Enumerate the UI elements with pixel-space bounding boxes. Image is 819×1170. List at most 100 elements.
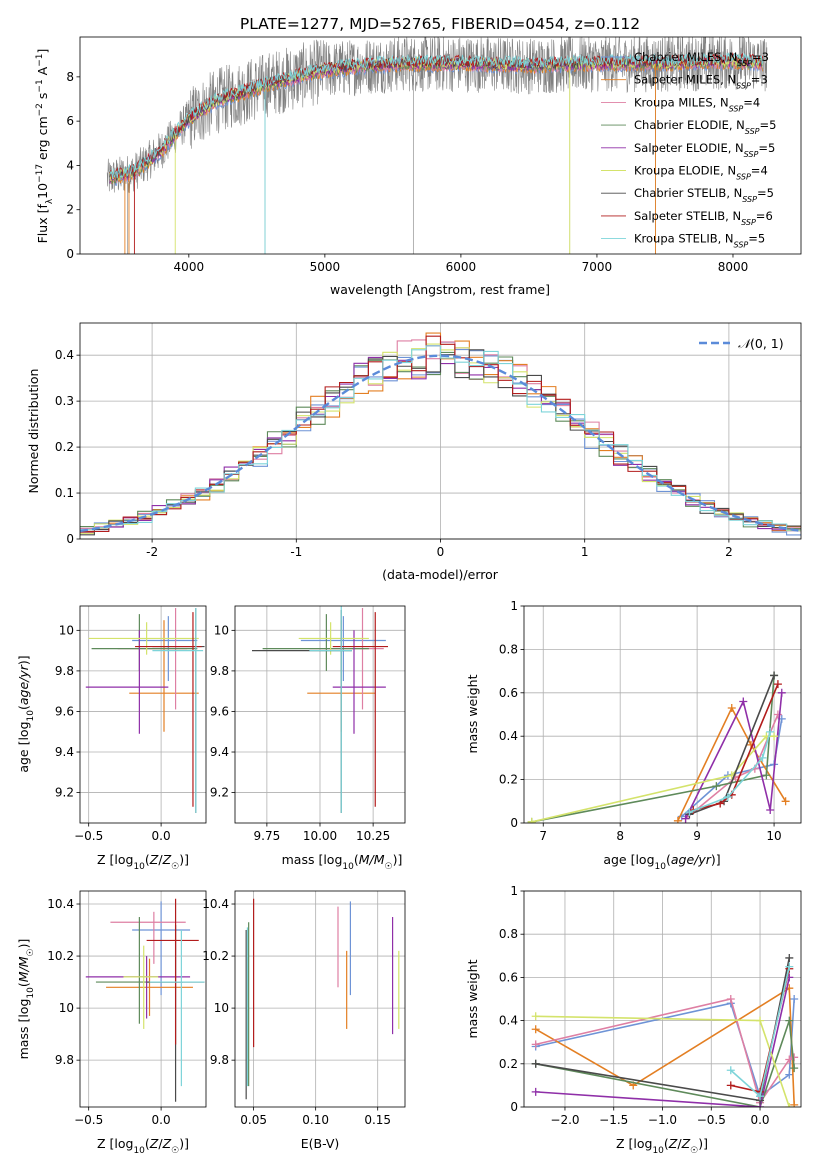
legend-model-name: Kroupa ELODIE bbox=[634, 164, 720, 178]
weight-vs-z-point-marker bbox=[531, 1012, 540, 1021]
weight-vs-age-xtick-label: 8 bbox=[616, 829, 624, 843]
age-vs-z-series-7 bbox=[135, 612, 202, 807]
weight-vs-z-xlabel: Z [log10(Z/Z☉)] bbox=[616, 1136, 708, 1156]
spectrum-plot-area bbox=[106, 37, 768, 254]
weight-vs-z-point-marker bbox=[726, 1066, 735, 1075]
spectrum-model-8 bbox=[109, 52, 764, 179]
spectrum-xtick-label: 8000 bbox=[718, 260, 749, 274]
residuals-histogram-7 bbox=[80, 335, 801, 533]
mass-vs-ebv-xtick-label: 0.10 bbox=[302, 1113, 329, 1127]
spectrum-ytick-label: 8 bbox=[66, 70, 74, 84]
age-vs-mass-plot-area bbox=[252, 606, 388, 813]
spectrum-legend-entry-3: Chabrier ELODIE, NSSP=5 bbox=[634, 118, 776, 136]
age-vs-mass-ytick-label: 9.8 bbox=[210, 664, 229, 678]
residuals-ytick-label: 0.4 bbox=[55, 348, 74, 362]
residuals-frame bbox=[79, 322, 802, 540]
legend-model-name: Chabrier STELIB bbox=[634, 186, 726, 200]
weight-vs-age-ytick-label: 0 bbox=[510, 816, 518, 830]
weight-vs-age-point-marker bbox=[681, 814, 690, 823]
age-vs-mass-ytick-label: 9.2 bbox=[210, 786, 229, 800]
weight-vs-age-point-marker bbox=[727, 703, 736, 712]
residuals-histogram-6 bbox=[80, 349, 801, 536]
weight-vs-age-xtick-label: 9 bbox=[693, 829, 701, 843]
mass-vs-z-series-7 bbox=[146, 898, 199, 1045]
weight-vs-z-point-marker bbox=[785, 953, 794, 962]
residuals-xtick-label: -2 bbox=[146, 545, 158, 559]
weight-vs-age-point-marker bbox=[685, 808, 694, 817]
weight-vs-z-point-marker bbox=[790, 1053, 799, 1062]
weight-vs-z-ytick-label: 0.8 bbox=[499, 927, 518, 941]
figure-title: PLATE=1277, MJD=52765, FIBERID=0454, z=0… bbox=[240, 15, 640, 33]
weight-vs-age-point-marker bbox=[723, 792, 732, 801]
age-vs-z-xtick-label: 0.0 bbox=[152, 829, 171, 843]
mass-vs-z-series-2 bbox=[110, 911, 186, 964]
spectrum-frame bbox=[79, 36, 802, 255]
mass-vs-ebv-plot-area bbox=[245, 898, 400, 1100]
mass-vs-ebv-frame bbox=[234, 890, 406, 1108]
weight-vs-age-point-marker bbox=[673, 816, 682, 823]
weight-vs-age-point-marker bbox=[712, 782, 721, 791]
age-vs-mass-ytick-label: 9.6 bbox=[210, 704, 229, 718]
weight-vs-age-point-marker bbox=[739, 697, 748, 706]
residuals-ytick-label: 0.3 bbox=[55, 394, 74, 408]
age-vs-z-xtick-label: −0.5 bbox=[74, 829, 103, 843]
weight-vs-z-point-marker bbox=[785, 1070, 794, 1079]
legend-nssp-value: 5 bbox=[768, 141, 775, 155]
legend-model-name: Salpeter MILES bbox=[634, 73, 720, 87]
weight-vs-z-ytick-label: 0.6 bbox=[499, 970, 518, 984]
legend-nssp-value: 4 bbox=[760, 164, 767, 178]
weight-vs-z-point-marker bbox=[756, 1016, 765, 1025]
weight-vs-age-frame bbox=[523, 605, 802, 824]
weight-vs-age-point-marker bbox=[766, 805, 775, 814]
mass-vs-z-series-8 bbox=[149, 930, 205, 1087]
mass-vs-z-ylabel: mass [log10(M/M☉)] bbox=[16, 939, 36, 1060]
weight-vs-age-xtick-label: 10 bbox=[766, 829, 781, 843]
weight-vs-z-point-marker bbox=[726, 1081, 735, 1090]
mass-vs-z-ytick-label: 10.4 bbox=[47, 897, 74, 911]
legend-model-name: Salpeter STELIB bbox=[634, 209, 725, 223]
mass-vs-z-frame bbox=[79, 890, 207, 1108]
residuals-histogram-8 bbox=[80, 345, 801, 531]
weight-vs-z-ytick-label: 1 bbox=[510, 884, 518, 898]
age-vs-z-ytick-label: 10 bbox=[59, 623, 74, 637]
age-vs-mass-series-3 bbox=[262, 614, 369, 671]
mass-vs-ebv-ytick-label: 9.8 bbox=[210, 1053, 229, 1067]
spectrum-legend-entry-1: Salpeter MILES, NSSP=3 bbox=[634, 73, 768, 91]
legend-model-name: Salpeter ELODIE bbox=[634, 141, 728, 155]
weight-vs-z-point-marker bbox=[790, 1064, 799, 1073]
legend-nssp-value: 5 bbox=[769, 118, 776, 132]
age-vs-z-axes bbox=[76, 605, 207, 827]
weight-vs-age-ytick-label: 0.8 bbox=[499, 642, 518, 656]
age-vs-mass-xtick-label: 10.25 bbox=[356, 829, 390, 843]
mass-vs-z-ytick-label: 9.8 bbox=[55, 1053, 74, 1067]
weight-vs-age-line-4 bbox=[684, 692, 783, 820]
legend-model-name: Chabrier MILES bbox=[634, 50, 721, 64]
age-vs-z-frame bbox=[79, 605, 207, 824]
weight-vs-z-ytick-label: 0 bbox=[510, 1100, 518, 1114]
weight-vs-z-point-marker bbox=[531, 1059, 540, 1068]
weight-vs-age-point-marker bbox=[773, 710, 782, 719]
weight-vs-z-plot-area bbox=[531, 953, 799, 1107]
weight-vs-z-point-marker bbox=[756, 1092, 765, 1101]
weight-vs-z-point-marker bbox=[785, 1016, 794, 1025]
weight-vs-z-xtick-label: −2.0 bbox=[550, 1113, 579, 1127]
legend-nssp-value: 6 bbox=[765, 209, 772, 223]
weight-vs-age-ytick-label: 1 bbox=[510, 599, 518, 613]
residuals-ytick-label: 0.2 bbox=[55, 440, 74, 454]
weight-vs-age-xlabel: age [log10(age/yr)] bbox=[603, 852, 720, 872]
spectrum-axes: Chabrier MILES, NSSP=3 Salpeter MILES, NS… bbox=[76, 36, 802, 258]
spectrum-xtick-label: 4000 bbox=[174, 260, 205, 274]
spectrum-legend-entry-0: Chabrier MILES, NSSP=3 bbox=[634, 50, 769, 68]
age-vs-z-ylabel: age [log10(age/yr)] bbox=[16, 655, 36, 772]
residuals-xtick-label: -1 bbox=[290, 545, 302, 559]
mass-vs-z-series-5 bbox=[123, 945, 159, 1029]
legend-nssp-value: 3 bbox=[760, 73, 767, 87]
weight-vs-z-point-marker bbox=[790, 1100, 799, 1107]
weight-vs-age-xtick-label: 7 bbox=[539, 829, 547, 843]
weight-vs-z-xtick-label: −1.5 bbox=[599, 1113, 628, 1127]
age-vs-z-ytick-label: 9.4 bbox=[55, 745, 74, 759]
age-vs-z-ytick-label: 9.8 bbox=[55, 664, 74, 678]
legend-nssp-value: 5 bbox=[758, 232, 765, 246]
